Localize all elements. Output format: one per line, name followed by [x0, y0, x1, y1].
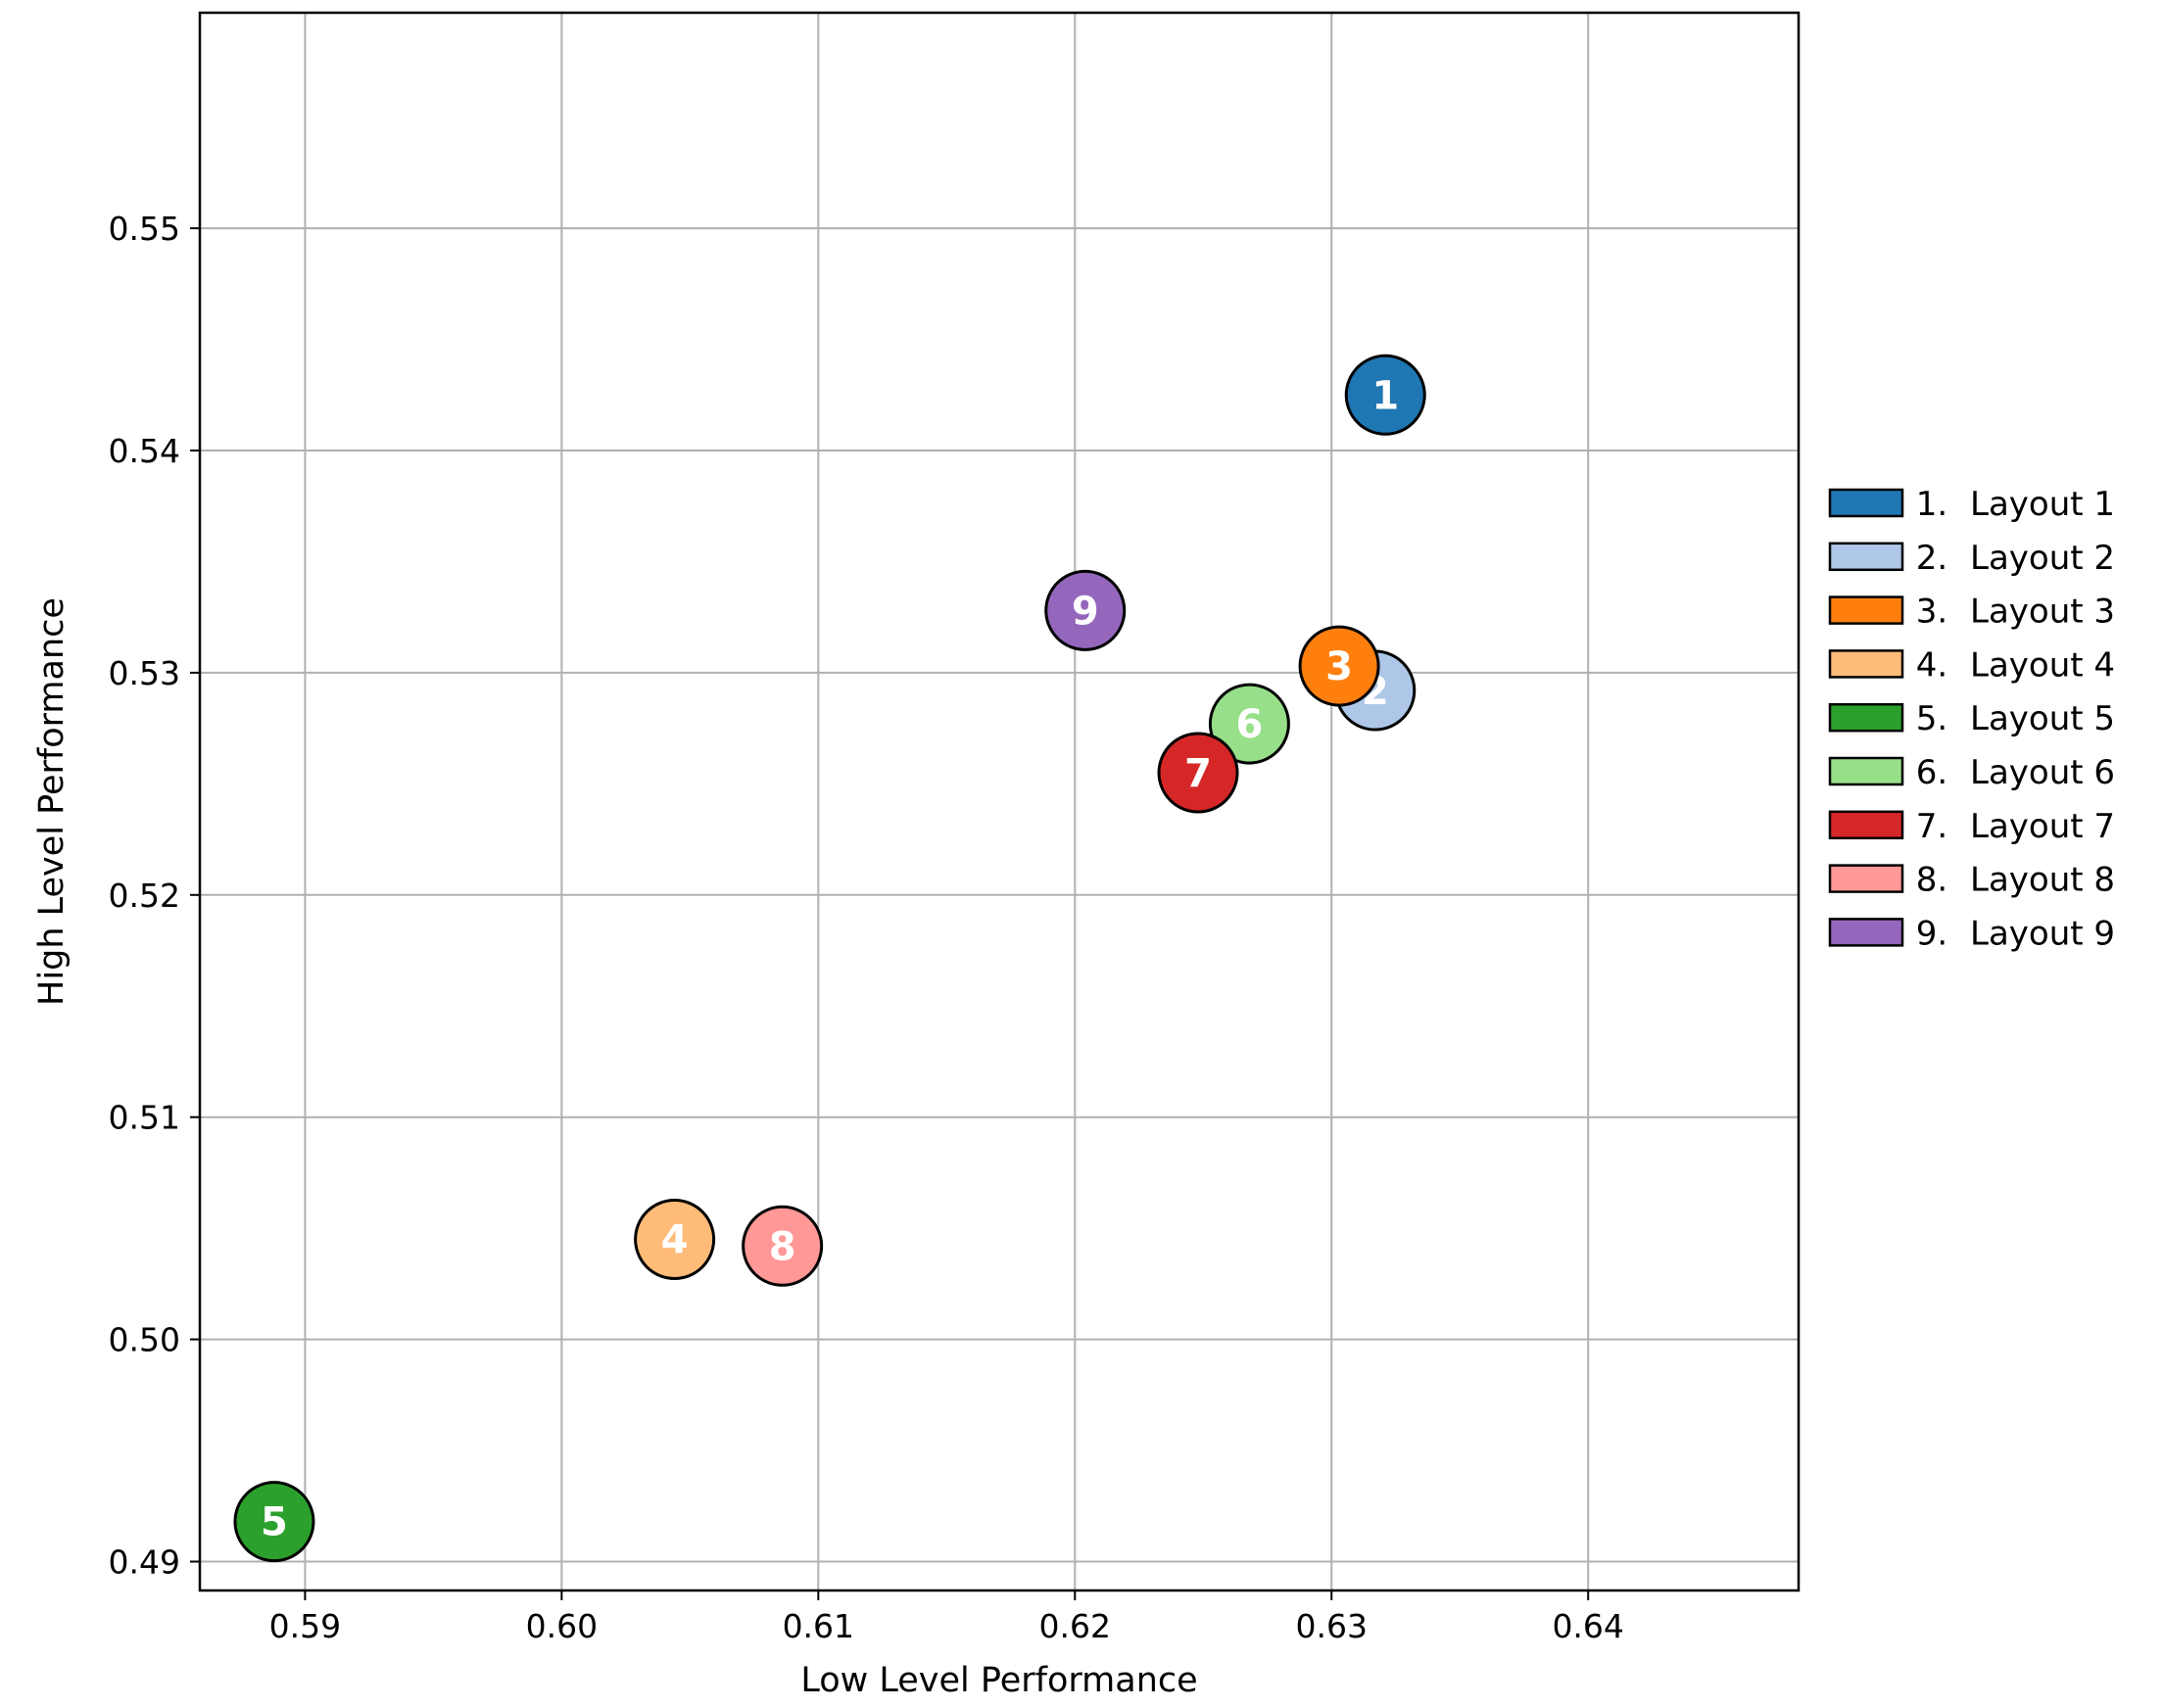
legend-label: Layout 4	[1970, 645, 2115, 685]
y-axis-ticks: 0.49 0.50 0.51 0.52 0.53 0.54 0.55	[109, 210, 200, 1582]
x-tick-label: 0.64	[1552, 1607, 1623, 1645]
y-axis-label: High Level Performance	[32, 597, 72, 1006]
y-tick-label: 0.52	[109, 877, 180, 915]
legend-item-8: 8. Layout 8	[1828, 861, 2115, 900]
legend-swatch	[1828, 702, 1904, 733]
legend-item-2: 2. Layout 2	[1828, 539, 2115, 578]
data-point-marker	[233, 1481, 315, 1563]
data-point-label: 4	[661, 1217, 689, 1262]
legend: 1. Layout 1 2. Layout 2 3. Layout 3 4. Layout 4…	[1828, 485, 2115, 953]
legend-item-5: 5. Layout 5	[1828, 699, 2115, 738]
data-point-label: 8	[769, 1224, 796, 1269]
legend-item-3: 3. Layout 3	[1828, 593, 2115, 632]
data-point-4: 4	[634, 1198, 716, 1280]
legend-number: 6.	[1916, 753, 1947, 792]
y-tick-label: 0.54	[109, 432, 180, 470]
legend-label: Layout 6	[1970, 753, 2115, 792]
legend-label: Layout 2	[1970, 539, 2115, 578]
data-point-label: 1	[1371, 373, 1399, 418]
legend-number: 5.	[1916, 699, 1947, 738]
legend-number: 9.	[1916, 914, 1947, 953]
legend-item-9: 9. Layout 9	[1828, 914, 2115, 953]
y-tick-label: 0.55	[109, 210, 180, 248]
data-point-8: 8	[742, 1205, 824, 1287]
data-point-label: 9	[1072, 589, 1099, 634]
legend-swatch	[1828, 810, 1904, 840]
legend-number: 1.	[1916, 485, 1947, 524]
data-point-3: 3	[1298, 625, 1380, 707]
x-tick-label: 0.59	[269, 1607, 341, 1645]
plot-frame	[198, 11, 1801, 1592]
data-point-label: 6	[1235, 702, 1263, 747]
legend-label: Layout 7	[1970, 807, 2115, 846]
legend-item-4: 4. Layout 4	[1828, 645, 2115, 685]
legend-number: 2.	[1916, 539, 1947, 578]
y-tick-label: 0.51	[109, 1099, 180, 1137]
data-point-marker	[1208, 683, 1290, 765]
x-tick-label: 0.63	[1295, 1607, 1367, 1645]
x-tick-label: 0.60	[526, 1607, 598, 1645]
x-axis-label: Low Level Performance	[800, 1661, 1197, 1700]
y-tick-label: 0.50	[109, 1321, 180, 1359]
x-axis-ticks: 0.59 0.60 0.61 0.62 0.63 0.64	[269, 1590, 1624, 1645]
legend-swatch	[1828, 488, 1904, 518]
legend-label: Layout 3	[1970, 593, 2115, 632]
data-point-marker	[1344, 354, 1426, 436]
legend-swatch	[1828, 918, 1904, 947]
data-point-marker	[634, 1198, 716, 1280]
legend-number: 3.	[1916, 593, 1947, 632]
legend-swatch	[1828, 756, 1904, 786]
data-point-7: 7	[1157, 732, 1239, 814]
legend-label: Layout 5	[1970, 699, 2115, 738]
grid-lines	[200, 13, 1799, 1590]
data-point-label: 7	[1184, 751, 1212, 796]
data-point-marker	[1298, 625, 1380, 707]
legend-item-6: 6. Layout 6	[1828, 753, 2115, 792]
data-point-6: 6	[1208, 683, 1290, 765]
legend-label: Layout 8	[1970, 861, 2115, 900]
x-tick-label: 0.62	[1039, 1607, 1111, 1645]
data-point-1: 1	[1344, 354, 1426, 436]
legend-item-1: 1. Layout 1	[1828, 485, 2115, 524]
legend-item-7: 7. Layout 7	[1828, 807, 2115, 846]
legend-swatch	[1828, 864, 1904, 893]
legend-number: 7.	[1916, 807, 1947, 846]
x-tick-label: 0.61	[783, 1607, 854, 1645]
legend-swatch	[1828, 649, 1904, 679]
legend-swatch	[1828, 595, 1904, 625]
legend-label: Layout 1	[1970, 485, 2115, 524]
data-point-5: 5	[233, 1481, 315, 1563]
legend-number: 4.	[1916, 645, 1947, 685]
y-tick-label: 0.53	[109, 654, 180, 692]
data-point-marker	[1044, 569, 1127, 651]
data-point-label: 5	[261, 1500, 288, 1545]
y-tick-label: 0.49	[109, 1543, 180, 1582]
legend-label: Layout 9	[1970, 914, 2115, 953]
data-point-label: 3	[1325, 644, 1353, 689]
legend-swatch	[1828, 542, 1904, 572]
data-point-9: 9	[1044, 569, 1127, 651]
legend-number: 8.	[1916, 861, 1947, 900]
data-point-marker	[742, 1205, 824, 1287]
data-point-marker	[1157, 732, 1239, 814]
